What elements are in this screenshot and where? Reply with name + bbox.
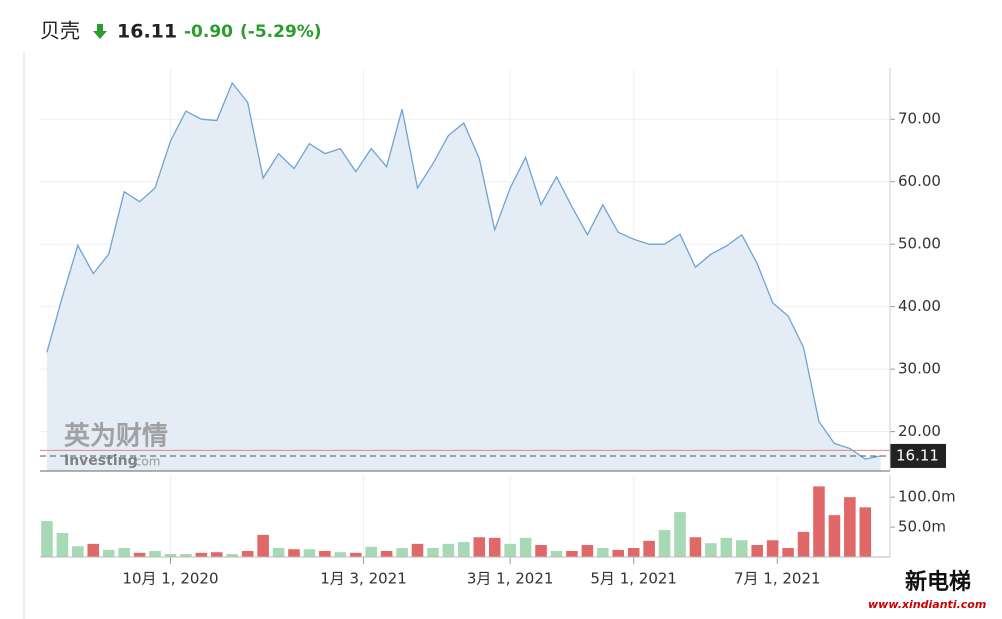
stock-name: 贝壳 xyxy=(40,19,80,43)
volume-bar xyxy=(164,554,177,557)
volume-bar xyxy=(180,554,192,557)
volume-bar xyxy=(303,549,316,557)
volume-bar xyxy=(257,534,269,557)
last-price-box xyxy=(890,443,946,468)
volume-bar xyxy=(597,548,609,557)
volume-bar xyxy=(705,543,717,557)
volume-bar xyxy=(535,545,547,557)
volume-bar xyxy=(782,548,794,557)
volume-bar xyxy=(488,537,501,557)
down-arrow xyxy=(93,24,107,39)
change-pct: (-5.29%) xyxy=(240,22,322,42)
y-tick-label: 100.0m xyxy=(898,488,956,506)
volume-bar xyxy=(241,551,254,557)
price-line xyxy=(46,81,881,460)
volume-bar xyxy=(844,497,856,557)
volume-bar xyxy=(149,551,161,557)
volume-bar xyxy=(427,548,439,557)
volume-bar xyxy=(380,551,393,557)
volume-bar xyxy=(87,543,100,557)
volume-bar xyxy=(566,551,578,557)
x-tick-label: 7月 1, 2021 xyxy=(734,570,821,588)
volume-bar xyxy=(797,531,810,557)
volume-bar xyxy=(411,543,424,557)
volume-bar xyxy=(504,543,516,557)
volume-bar xyxy=(458,542,470,557)
volume-bar xyxy=(349,552,362,557)
x-tick-label: 5月 1, 2021 xyxy=(590,570,677,588)
volume-bar xyxy=(612,549,625,557)
change: -0.90 xyxy=(184,22,233,42)
volume-bar xyxy=(272,548,285,557)
volume-bar xyxy=(319,551,331,557)
y-tick-label: 50.00 xyxy=(898,235,941,253)
volume-bar xyxy=(751,545,764,557)
area-fill xyxy=(46,83,881,471)
watermark-cn: 英为财情 xyxy=(64,422,168,452)
volume-bar xyxy=(643,540,655,557)
logo-name: 新电梯 xyxy=(905,569,971,595)
y-tick-label: 50.0m xyxy=(898,518,946,536)
x-tick-label: 1月 3, 2021 xyxy=(320,570,407,588)
volume-bar xyxy=(334,552,347,557)
volume-bar xyxy=(720,537,733,557)
y-tick-label: 70.00 xyxy=(898,110,941,128)
y-tick-label: 30.00 xyxy=(898,360,941,378)
x-tick-label: 3月 1, 2021 xyxy=(467,570,554,588)
x-tick-label: 10月 1, 2020 xyxy=(122,570,218,588)
volume-bar xyxy=(859,507,872,557)
volume-bar xyxy=(195,552,208,557)
volume-bar xyxy=(627,548,640,557)
last-price-label: 16.11 xyxy=(896,446,939,464)
watermark-dot: .com xyxy=(131,455,160,469)
volume-bar xyxy=(519,537,532,557)
volume-bar xyxy=(735,540,748,557)
volume-bar xyxy=(72,546,84,557)
volume-bar xyxy=(581,545,594,557)
volume-bar xyxy=(766,540,779,557)
volume-bar xyxy=(828,515,841,557)
volume-bar xyxy=(118,548,130,557)
volume-bar xyxy=(396,548,408,557)
volume-bar xyxy=(813,486,825,557)
y-tick-label: 60.00 xyxy=(898,172,941,190)
volume-bar xyxy=(658,530,671,557)
volume-bar xyxy=(133,552,146,557)
y-tick-label: 20.00 xyxy=(898,422,941,440)
volume-bar xyxy=(102,549,115,557)
volume-bar xyxy=(288,549,300,557)
y-tick-label: 40.00 xyxy=(898,297,941,315)
volume-bar xyxy=(689,537,702,557)
volume-bar xyxy=(473,537,486,557)
watermark-en: Investing xyxy=(64,453,138,469)
volume-bar xyxy=(41,521,53,557)
volume-bar xyxy=(674,512,686,557)
volume-bar xyxy=(211,552,223,557)
volume-bar xyxy=(550,551,563,557)
volume-bar xyxy=(365,546,377,557)
price: 16.11 xyxy=(117,21,177,43)
volume-bar xyxy=(226,554,239,557)
logo-site: www.xindianti.com xyxy=(868,598,986,611)
volume-bar xyxy=(56,533,69,557)
volume-bar xyxy=(442,543,455,557)
